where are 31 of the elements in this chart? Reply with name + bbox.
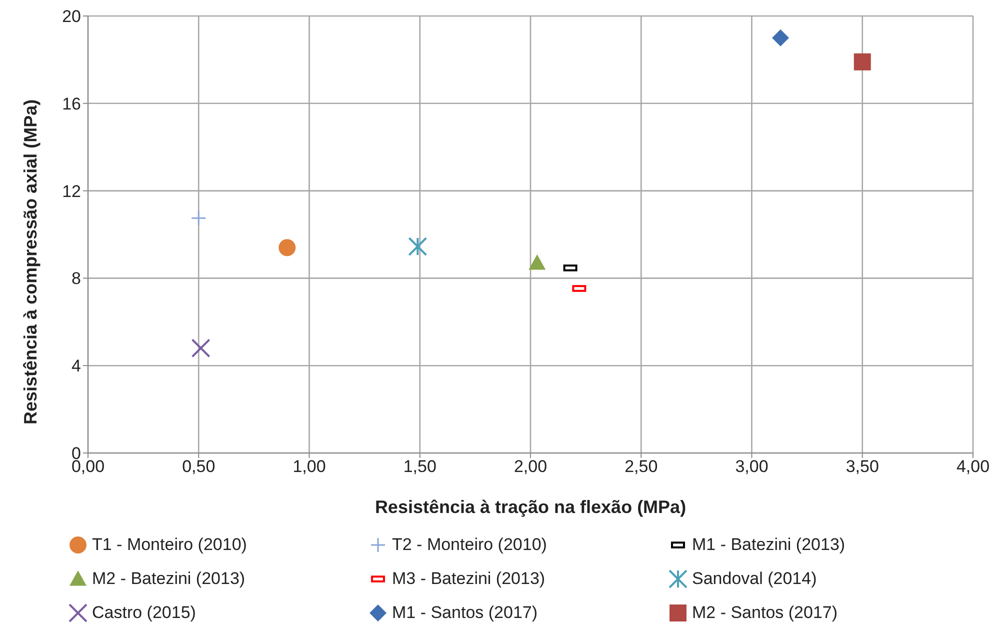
y-tick-label: 16 bbox=[62, 94, 81, 114]
y-tick-label: 4 bbox=[72, 356, 81, 376]
point bbox=[854, 53, 871, 70]
legend-label: Castro (2015) bbox=[92, 603, 196, 623]
point bbox=[772, 29, 790, 46]
point bbox=[408, 237, 428, 256]
x-tick-label: 3,50 bbox=[846, 457, 879, 476]
legend-label: M2 - Batezini (2013) bbox=[92, 569, 246, 589]
point bbox=[191, 338, 210, 358]
y-tick-label: 12 bbox=[62, 182, 81, 201]
y-tick-label: 8 bbox=[72, 269, 81, 288]
point bbox=[278, 239, 296, 256]
legend-label: M1 - Batezini (2013) bbox=[692, 535, 846, 555]
legend-label: M2 - Santos (2017) bbox=[692, 603, 838, 623]
legend-label: T1 - Monteiro (2010) bbox=[92, 535, 247, 555]
x-tick-label: 3,00 bbox=[735, 457, 768, 476]
x-tick-label: 2,50 bbox=[624, 457, 658, 476]
point bbox=[528, 254, 546, 270]
y-tick-label: 20 bbox=[62, 7, 81, 26]
x-axis-title: Resistência à tração na flexão (MPa) bbox=[374, 497, 686, 517]
x-tick-label: 4,00 bbox=[956, 457, 990, 476]
legend-label: Sandoval (2014) bbox=[692, 569, 817, 589]
x-tick-label: 1,50 bbox=[403, 457, 436, 476]
legend-label: T2 - Monteiro (2010) bbox=[392, 535, 547, 555]
legend-label: M1 - Santos (2017) bbox=[392, 603, 538, 623]
x-tick-label: 2,00 bbox=[514, 457, 548, 476]
x-tick-label: 0,50 bbox=[182, 457, 216, 476]
y-axis-title: Resistência à compressão axial (MPa) bbox=[20, 99, 40, 424]
point bbox=[190, 210, 206, 226]
x-tick-label: 1,00 bbox=[292, 457, 326, 476]
legend-label: M3 - Batezini (2013) bbox=[392, 569, 546, 589]
